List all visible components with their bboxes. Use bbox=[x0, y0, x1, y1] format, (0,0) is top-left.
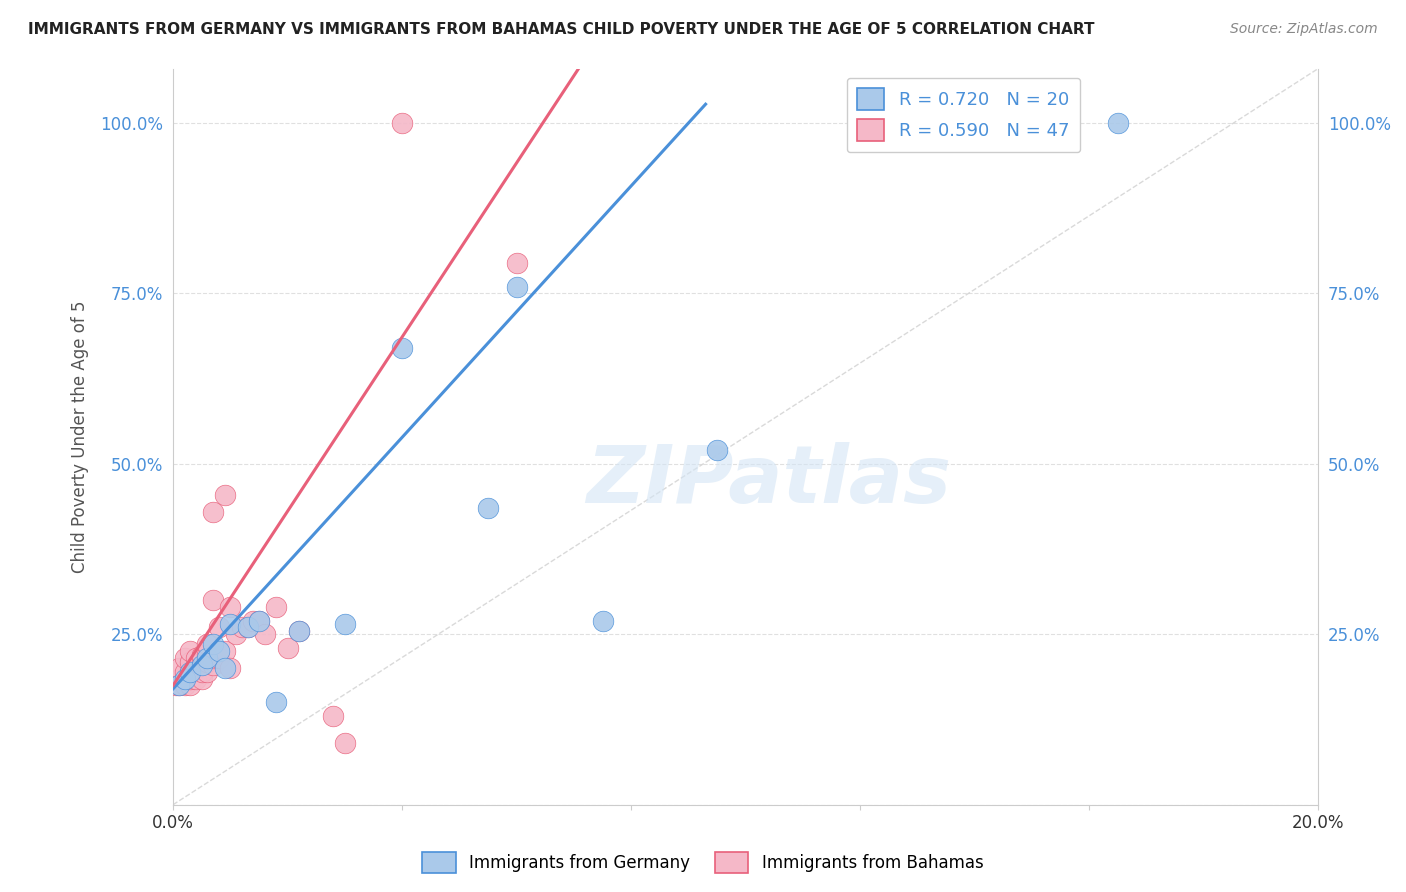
Text: Source: ZipAtlas.com: Source: ZipAtlas.com bbox=[1230, 22, 1378, 37]
Point bbox=[202, 505, 225, 519]
Point bbox=[505, 279, 527, 293]
Point bbox=[173, 672, 195, 686]
Point bbox=[197, 638, 219, 652]
Point bbox=[214, 487, 236, 501]
Point bbox=[179, 655, 201, 669]
Point bbox=[190, 672, 212, 686]
Point bbox=[288, 624, 311, 638]
Point bbox=[167, 678, 190, 692]
Point bbox=[214, 661, 236, 675]
Point bbox=[333, 617, 356, 632]
Point bbox=[219, 599, 242, 614]
Point bbox=[264, 695, 287, 709]
Point bbox=[190, 648, 212, 662]
Point bbox=[231, 620, 253, 634]
Point bbox=[173, 651, 195, 665]
Point bbox=[184, 651, 207, 665]
Point bbox=[214, 644, 236, 658]
Point bbox=[202, 593, 225, 607]
Point bbox=[592, 614, 614, 628]
Legend: Immigrants from Germany, Immigrants from Bahamas: Immigrants from Germany, Immigrants from… bbox=[416, 846, 990, 880]
Point bbox=[477, 501, 499, 516]
Legend: R = 0.720   N = 20, R = 0.590   N = 47: R = 0.720 N = 20, R = 0.590 N = 47 bbox=[846, 78, 1080, 153]
Point bbox=[208, 651, 231, 665]
Point bbox=[202, 651, 225, 665]
Point bbox=[202, 638, 225, 652]
Point bbox=[197, 665, 219, 679]
Point bbox=[179, 672, 201, 686]
Point bbox=[184, 672, 207, 686]
Point bbox=[165, 678, 187, 692]
Point bbox=[167, 661, 190, 675]
Point bbox=[197, 655, 219, 669]
Point bbox=[264, 599, 287, 614]
Point bbox=[190, 655, 212, 669]
Point bbox=[236, 620, 259, 634]
Y-axis label: Child Poverty Under the Age of 5: Child Poverty Under the Age of 5 bbox=[72, 301, 89, 573]
Point bbox=[706, 443, 728, 458]
Point bbox=[225, 627, 247, 641]
Point bbox=[219, 617, 242, 632]
Point bbox=[247, 614, 270, 628]
Point bbox=[247, 614, 270, 628]
Point bbox=[322, 709, 344, 723]
Point bbox=[236, 620, 259, 634]
Point bbox=[167, 672, 190, 686]
Text: IMMIGRANTS FROM GERMANY VS IMMIGRANTS FROM BAHAMAS CHILD POVERTY UNDER THE AGE O: IMMIGRANTS FROM GERMANY VS IMMIGRANTS FR… bbox=[28, 22, 1095, 37]
Point bbox=[197, 651, 219, 665]
Point bbox=[333, 736, 356, 750]
Point bbox=[505, 256, 527, 270]
Point bbox=[288, 624, 311, 638]
Text: ZIPatlas: ZIPatlas bbox=[586, 442, 950, 520]
Point bbox=[167, 678, 190, 692]
Point bbox=[173, 678, 195, 692]
Point bbox=[1107, 116, 1129, 130]
Point bbox=[173, 665, 195, 679]
Point bbox=[219, 661, 242, 675]
Point bbox=[190, 657, 212, 672]
Point bbox=[179, 665, 201, 679]
Point bbox=[391, 116, 413, 130]
Point bbox=[184, 661, 207, 675]
Point bbox=[242, 614, 264, 628]
Point bbox=[208, 644, 231, 658]
Point bbox=[179, 644, 201, 658]
Point bbox=[179, 665, 201, 679]
Point bbox=[208, 620, 231, 634]
Point bbox=[391, 341, 413, 355]
Point bbox=[277, 640, 299, 655]
Point bbox=[179, 678, 201, 692]
Point bbox=[190, 665, 212, 679]
Point bbox=[253, 627, 276, 641]
Point bbox=[202, 657, 225, 672]
Point bbox=[173, 672, 195, 686]
Point bbox=[197, 648, 219, 662]
